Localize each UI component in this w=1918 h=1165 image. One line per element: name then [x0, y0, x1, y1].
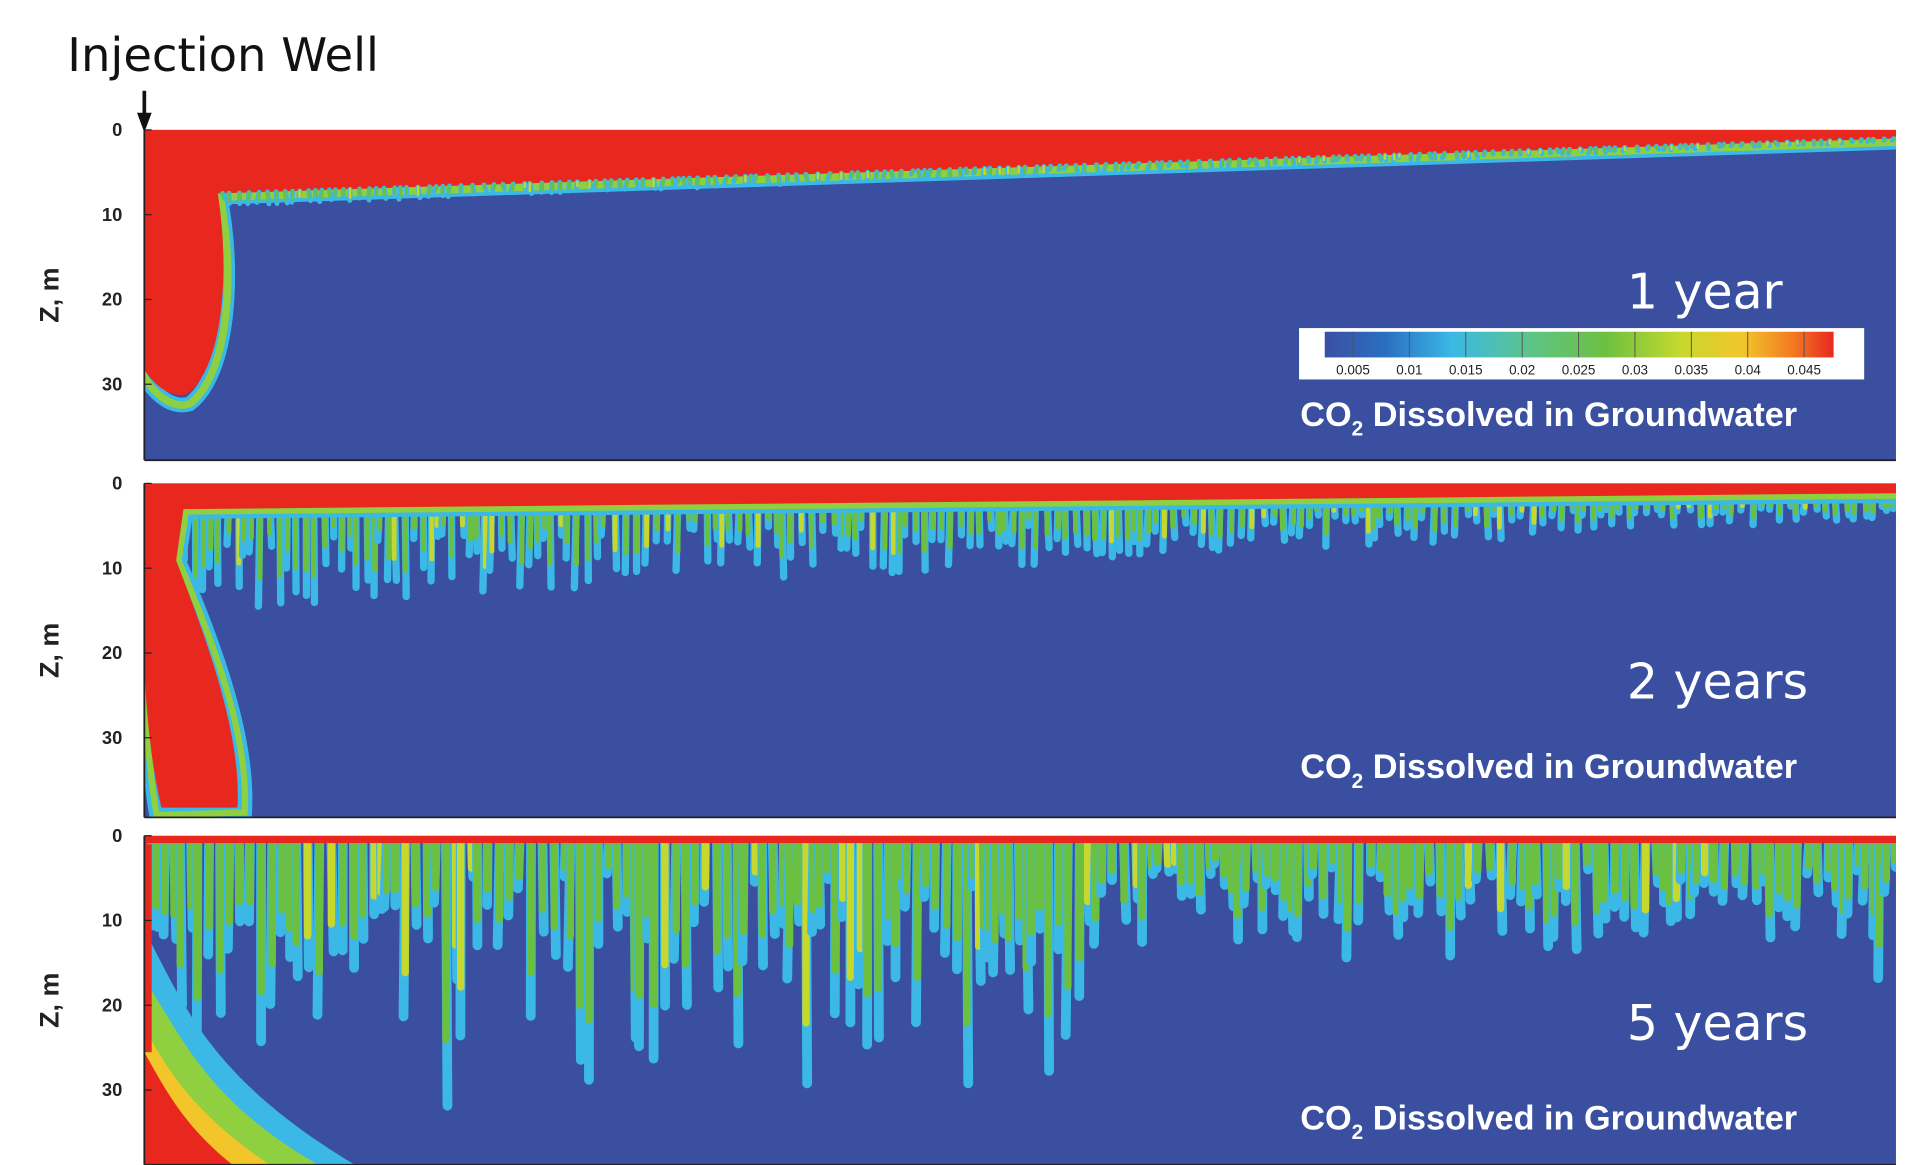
title: Injection Well — [67, 28, 379, 82]
y-tick-label: 30 — [102, 727, 122, 748]
colorbar-tick-label: 0.04 — [1735, 363, 1762, 378]
y-tick-label: 30 — [102, 373, 122, 394]
y-tick-label: 0 — [112, 473, 122, 494]
colorbar-tick-label: 0.01 — [1396, 363, 1422, 378]
time-label: 1 year — [1627, 264, 1784, 321]
caption-part: 2 — [1352, 418, 1364, 441]
y-tick-label: 0 — [112, 825, 122, 846]
y-tick-label: 20 — [102, 994, 122, 1015]
colorbar-tick-label: 0.035 — [1675, 363, 1709, 378]
caption-part: 2 — [1352, 770, 1364, 793]
figure: Injection Well 0102030Z, m1 yearCO2 Diss… — [0, 0, 1918, 1165]
time-label: 5 years — [1627, 995, 1808, 1052]
y-tick-label: 20 — [102, 642, 122, 663]
y-tick-label: 10 — [102, 204, 122, 225]
caption-part: 2 — [1352, 1121, 1364, 1144]
y-axis-label: Z, m — [35, 973, 65, 1028]
caption-part: CO — [1300, 396, 1351, 434]
caption-part: CO — [1300, 748, 1351, 786]
caption-part: Dissolved in Groundwater — [1363, 748, 1797, 786]
caption-part: Dissolved in Groundwater — [1363, 1099, 1797, 1137]
caption-part: Dissolved in Groundwater — [1363, 396, 1797, 434]
colorbar-tick-label: 0.015 — [1449, 363, 1483, 378]
caption-part: CO — [1300, 1099, 1351, 1137]
y-axis-label: Z, m — [35, 267, 65, 322]
colorbar-tick-label: 0.02 — [1509, 363, 1535, 378]
colorbar-tick-label: 0.03 — [1622, 363, 1648, 378]
colorbar — [1325, 332, 1834, 358]
y-tick-label: 20 — [102, 289, 122, 310]
y-tick-label: 10 — [102, 557, 122, 578]
y-axis-label: Z, m — [35, 623, 65, 678]
y-tick-label: 10 — [102, 910, 122, 931]
y-tick-label: 0 — [112, 119, 122, 140]
colorbar-tick-label: 0.025 — [1562, 363, 1596, 378]
time-label: 2 years — [1627, 654, 1808, 711]
colorbar-tick-label: 0.045 — [1787, 363, 1821, 378]
y-tick-label: 30 — [102, 1079, 122, 1100]
colorbar-tick-label: 0.005 — [1336, 363, 1370, 378]
